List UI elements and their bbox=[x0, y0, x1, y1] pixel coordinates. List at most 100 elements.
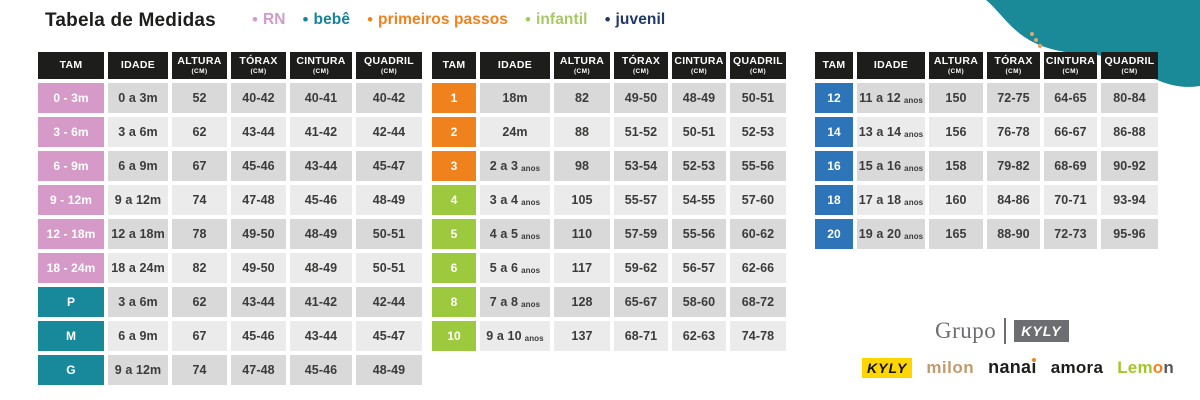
idade-unit: anos bbox=[904, 163, 924, 173]
tam-cell: 5 bbox=[432, 219, 476, 249]
column-header-label: TÓRAX bbox=[239, 55, 278, 67]
column-header-cintura: CINTURA (CM) bbox=[290, 52, 352, 79]
idade-cell: 6 a 9m bbox=[108, 321, 168, 351]
altura-cell: 156 bbox=[929, 117, 983, 147]
legend-label: bebê bbox=[313, 11, 351, 28]
torax-cell: 84-86 bbox=[987, 185, 1040, 215]
idade-unit: anos bbox=[904, 129, 924, 139]
idade-text: 3 a 6m bbox=[118, 125, 158, 139]
column-header-altura: ALTURA (CM) bbox=[172, 52, 227, 79]
column-header-unit: (CM) bbox=[632, 67, 650, 75]
column-header-unit: (CM) bbox=[947, 67, 965, 75]
tam-cell: 18 bbox=[815, 185, 853, 215]
altura-cell: 78 bbox=[172, 219, 227, 249]
torax-cell: 43-44 bbox=[231, 287, 286, 317]
column-header-label: ALTURA bbox=[933, 55, 979, 67]
cintura-cell: 52-53 bbox=[672, 151, 726, 181]
idade-text: 7 a 8 bbox=[489, 295, 519, 309]
torax-cell: 45-46 bbox=[231, 151, 286, 181]
altura-cell: 160 bbox=[929, 185, 983, 215]
altura-cell: 128 bbox=[554, 287, 610, 317]
brand-logos-row: KYLY milon nana ı amora Lem o n bbox=[862, 357, 1174, 378]
quadril-cell: 95-96 bbox=[1101, 219, 1158, 249]
column-header-label: CINTURA bbox=[1045, 55, 1096, 67]
brand-logo-nanai: nana ı bbox=[988, 357, 1037, 378]
idade-text: 9 a 12m bbox=[114, 363, 162, 377]
quadril-cell: 80-84 bbox=[1101, 83, 1158, 113]
idade-text: 3 a 6m bbox=[118, 295, 158, 309]
tam-cell: 9 - 12m bbox=[38, 185, 104, 215]
idade-text: 19 a 20 bbox=[858, 227, 902, 241]
quadril-cell: 42-44 bbox=[356, 117, 422, 147]
column-header-unit: (CM) bbox=[1062, 67, 1079, 75]
tam-cell: 8 bbox=[432, 287, 476, 317]
tam-cell: M bbox=[38, 321, 104, 351]
idade-text: 18 a 24m bbox=[111, 261, 165, 275]
column-header-unit: (CM) bbox=[573, 67, 591, 75]
cintura-cell: 68-69 bbox=[1044, 151, 1097, 181]
column-header-idade: IDADE bbox=[108, 52, 168, 79]
idade-text: 9 a 10 bbox=[486, 329, 522, 343]
idade-cell: 13 a 14 anos bbox=[857, 117, 925, 147]
column-header-altura: ALTURA (CM) bbox=[554, 52, 610, 79]
idade-unit: anos bbox=[903, 95, 923, 105]
altura-cell: 158 bbox=[929, 151, 983, 181]
idade-text: 6 a 9m bbox=[118, 329, 158, 343]
altura-cell: 88 bbox=[554, 117, 610, 147]
column-header-label: QUADRIL bbox=[1104, 55, 1155, 67]
altura-cell: 62 bbox=[172, 117, 227, 147]
torax-cell: 65-67 bbox=[614, 287, 668, 317]
legend-label: infantil bbox=[535, 11, 588, 28]
lemon-lem: Lem bbox=[1117, 357, 1153, 377]
quadril-cell: 48-49 bbox=[356, 185, 422, 215]
altura-cell: 52 bbox=[172, 83, 227, 113]
legend: • RN • bebê • primeiros passos • infantil • juven… bbox=[252, 11, 665, 29]
torax-cell: 47-48 bbox=[231, 185, 286, 215]
lemon-o: o bbox=[1152, 357, 1164, 377]
cintura-cell: 43-44 bbox=[290, 151, 352, 181]
idade-cell: 9 a 10 anos bbox=[480, 321, 550, 351]
legend-item-bebê: • bebê bbox=[303, 11, 351, 29]
tam-cell: 1 bbox=[432, 83, 476, 113]
altura-cell: 62 bbox=[172, 287, 227, 317]
column-header-label: TAM bbox=[442, 59, 466, 72]
legend-item-primeiros-passos: • primeiros passos bbox=[367, 11, 508, 29]
idade-text: 18m bbox=[502, 91, 528, 105]
torax-cell: 47-48 bbox=[231, 355, 286, 385]
idade-unit: anos bbox=[904, 231, 924, 241]
brand-logo-kyly: KYLY bbox=[862, 357, 913, 378]
cintura-cell: 54-55 bbox=[672, 185, 726, 215]
column-header-torax: TÓRAX (CM) bbox=[614, 52, 668, 79]
column-header-label: ALTURA bbox=[177, 55, 222, 67]
idade-cell: 4 a 5 anos bbox=[480, 219, 550, 249]
altura-cell: 150 bbox=[929, 83, 983, 113]
torax-cell: 40-42 bbox=[231, 83, 286, 113]
tam-cell: 10 bbox=[432, 321, 476, 351]
column-header-label: TÓRAX bbox=[994, 55, 1033, 67]
idade-text: 15 a 16 bbox=[858, 159, 902, 173]
cintura-cell: 45-46 bbox=[290, 185, 352, 215]
sparkle-dot bbox=[1030, 32, 1034, 36]
idade-cell: 15 a 16 anos bbox=[857, 151, 925, 181]
column-header-idade: IDADE bbox=[480, 52, 550, 79]
idade-unit: anos bbox=[524, 333, 544, 343]
altura-cell: 110 bbox=[554, 219, 610, 249]
torax-cell: 76-78 bbox=[987, 117, 1040, 147]
idade-text: 5 a 6 bbox=[489, 261, 519, 275]
cintura-cell: 66-67 bbox=[1044, 117, 1097, 147]
cintura-cell: 43-44 bbox=[290, 321, 352, 351]
quadril-cell: 60-62 bbox=[730, 219, 786, 249]
column-header-altura: ALTURA (CM) bbox=[929, 52, 983, 79]
idade-cell: 12 a 18m bbox=[108, 219, 168, 249]
size-table-juvenil: TAM IDADE ALTURA (CM) TÓRAX (CM) CINTURA (CM) QU… bbox=[815, 52, 1158, 249]
idade-text: 11 a 12 bbox=[859, 91, 901, 105]
quadril-cell: 90-92 bbox=[1101, 151, 1158, 181]
tam-cell: 12 bbox=[815, 83, 853, 113]
quadril-cell: 50-51 bbox=[356, 253, 422, 283]
cintura-cell: 62-63 bbox=[672, 321, 726, 351]
column-header-idade: IDADE bbox=[857, 52, 925, 79]
altura-cell: 82 bbox=[554, 83, 610, 113]
idade-cell: 9 a 12m bbox=[108, 185, 168, 215]
legend-label: juvenil bbox=[615, 11, 666, 28]
idade-cell: 2 a 3 anos bbox=[480, 151, 550, 181]
